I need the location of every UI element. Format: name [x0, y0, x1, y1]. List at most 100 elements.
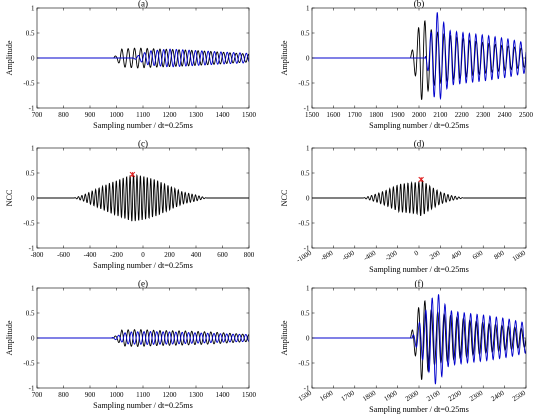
y-axis-label: NCC	[5, 189, 14, 206]
y-tick-label: -1	[29, 384, 35, 392]
x-tick-label: 1700	[340, 389, 357, 403]
x-tick-label: 1600	[326, 111, 341, 119]
y-tick-label: -0.5	[23, 219, 35, 227]
y-tick-label: 0	[31, 194, 35, 202]
y-tick-label: -0.5	[23, 359, 35, 367]
x-tick-label: 1400	[216, 111, 231, 119]
panel-title: (f)	[415, 279, 424, 289]
x-tick-label: 1200	[163, 111, 178, 119]
x-tick-label: 2400	[498, 111, 513, 119]
panel-2: (b) 1500 1600 1700 1800 1900 2000 2100 2200 2300 2…	[280, 0, 534, 130]
y-tick-label: -1	[29, 104, 35, 112]
y-tick-label: 1	[306, 284, 310, 292]
x-tick-label: 0	[413, 249, 421, 258]
y-tick-label: 1	[31, 144, 35, 152]
peak-marker	[418, 176, 424, 183]
x-tick-label: 1900	[383, 389, 400, 403]
y-tick-label: 1	[306, 144, 310, 152]
x-tick-label: 600	[471, 249, 485, 262]
y-tick-label: -1	[304, 384, 310, 392]
x-axis-label: Sampling number / dt=0.25ms	[369, 265, 469, 274]
x-tick-label: 2100	[425, 389, 442, 403]
series-line-2	[312, 294, 526, 385]
y-tick-label: 0	[306, 54, 310, 62]
y-tick-label: -0.5	[298, 359, 310, 367]
x-tick-label: 200	[428, 249, 442, 262]
series-line-1	[312, 179, 526, 217]
y-tick-label: 0.5	[301, 29, 310, 37]
y-tick-label: -0.5	[298, 79, 310, 87]
series-line-1	[37, 173, 249, 222]
y-axis-label: Amplitude	[280, 320, 289, 355]
x-tick-label: 1300	[189, 111, 204, 119]
y-tick-label: 1	[306, 4, 310, 12]
y-tick-label: -0.5	[23, 79, 35, 87]
x-tick-label: 1500	[305, 111, 320, 119]
y-axis-label: Amplitude	[280, 40, 289, 75]
x-tick-label: -800	[31, 251, 44, 259]
y-tick-label: 0	[31, 334, 35, 342]
x-tick-label: 2300	[468, 389, 485, 403]
x-tick-label: 1500	[242, 391, 257, 399]
y-tick-label: -1	[29, 244, 35, 252]
y-tick-label: 0	[31, 54, 35, 62]
x-tick-label: 1000	[110, 111, 125, 119]
x-tick-label: 1300	[189, 391, 204, 399]
x-tick-label: -800	[319, 249, 335, 263]
series-line-1	[312, 20, 526, 100]
y-axis-label: NCC	[280, 189, 289, 206]
x-tick-label: 2300	[476, 111, 491, 119]
panel-title: (e)	[138, 279, 148, 289]
series-line-2	[37, 48, 249, 68]
panel-title: (d)	[414, 139, 425, 149]
x-tick-label: 2400	[490, 389, 507, 403]
x-tick-label: 2000	[412, 111, 427, 119]
y-tick-label: 0	[306, 194, 310, 202]
x-tick-label: 1800	[361, 389, 378, 403]
y-tick-label: 0	[306, 334, 310, 342]
x-tick-label: 1100	[136, 111, 150, 119]
x-tick-label: 2100	[433, 111, 448, 119]
x-tick-label: 700	[32, 111, 43, 119]
y-axis-label: Amplitude	[5, 320, 14, 355]
y-axis-label: Amplitude	[5, 40, 14, 75]
x-tick-label: -600	[341, 249, 357, 263]
x-tick-label: -400	[84, 251, 97, 259]
y-tick-label: -1	[304, 244, 310, 252]
x-tick-label: 400	[191, 251, 202, 259]
panel-1: (a) 700 800 900 1000 1100 1200 1300 1400 1500 -1 -0…	[5, 0, 257, 130]
y-tick-label: -0.5	[298, 219, 310, 227]
x-tick-label: 1200	[163, 391, 178, 399]
x-axis-label: Sampling number / dt=0.25ms	[369, 405, 469, 414]
x-axis-label: Sampling number / dt=0.25ms	[93, 261, 193, 270]
x-tick-label: -600	[57, 251, 70, 259]
panel-title: (b)	[414, 0, 425, 9]
series-line-1	[312, 300, 526, 380]
peak-marker	[129, 171, 136, 178]
y-tick-label: 0.5	[26, 309, 35, 317]
y-tick-label: 0.5	[26, 169, 35, 177]
x-tick-label: 200	[164, 251, 175, 259]
x-tick-label: 800	[493, 249, 507, 262]
x-tick-label: 400	[450, 249, 464, 262]
x-tick-label: 2000	[404, 389, 421, 403]
x-tick-label: -400	[362, 249, 378, 263]
x-tick-label: 700	[32, 391, 43, 399]
y-tick-label: 1	[31, 4, 35, 12]
series-line-2	[37, 331, 249, 346]
x-tick-label: 1000	[511, 249, 528, 263]
x-axis-label: Sampling number / dt=0.25ms	[93, 121, 193, 130]
x-tick-label: 0	[141, 251, 145, 259]
x-axis-label: Sampling number / dt=0.25ms	[93, 401, 193, 410]
x-tick-label: 1400	[216, 391, 231, 399]
x-tick-label: -200	[384, 249, 400, 263]
y-tick-label: 0.5	[301, 169, 310, 177]
x-tick-label: 800	[58, 391, 69, 399]
x-tick-label: 1000	[110, 391, 125, 399]
x-tick-label: 900	[85, 111, 96, 119]
x-tick-label: 2200	[447, 389, 464, 403]
x-tick-label: 1500	[242, 111, 257, 119]
x-tick-label: 800	[58, 111, 69, 119]
x-tick-label: 1600	[318, 389, 335, 403]
x-tick-label: 900	[85, 391, 96, 399]
